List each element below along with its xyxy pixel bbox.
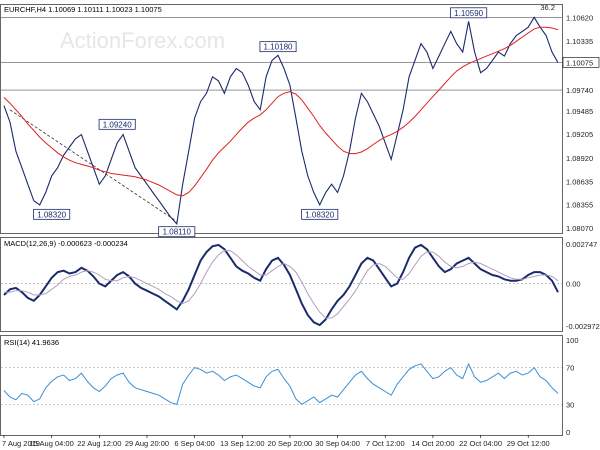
x-tick-label: 29 Aug 20:00 (125, 439, 169, 448)
price-annotation-box (98, 118, 136, 130)
trend-line (9, 109, 177, 222)
x-tick-label: 13 Sep 12:00 (220, 439, 265, 448)
macd-pane-title: MACD(12,26,9) -0.000623 -0.000234 (4, 239, 128, 248)
price-y-tick-label: 1.10075 (566, 58, 593, 67)
macd-y-tick-label: 0.002747 (566, 240, 597, 249)
price-series-layer (3, 16, 559, 226)
macd-pane-frame (0, 237, 563, 332)
watermark: ActionForex.com (60, 28, 225, 53)
rsi-pane-title: RSI(14) 41.9636 (4, 338, 59, 347)
x-tick-label: 22 Aug 12:00 (77, 439, 121, 448)
price-annotation-label: 1.09240 (103, 120, 132, 129)
x-tick-label: 7 Aug 2019 (2, 439, 40, 448)
x-tick-label: 15 Aug 04:00 (30, 439, 74, 448)
y-ticks-layer: 1.10620 1.10335 1.10075 1.09740 1.09485 1.092… (562, 13, 600, 437)
price-y-tick-label: 1.08920 (566, 154, 593, 163)
macd-signal-line (4, 250, 559, 319)
x-tick-label: 6 Sep 04:00 (174, 439, 214, 448)
rsi-line (3, 362, 559, 406)
price-y-tick-label: 1.10335 (566, 37, 593, 46)
x-tick-label: 30 Sep 04:00 (315, 439, 360, 448)
price-y-tick-label: 1.09205 (566, 130, 593, 139)
price-annotation-label: 1.08320 (305, 210, 334, 219)
x-tick-label: 7 Oct 12:00 (366, 439, 405, 448)
price-annotation-box (301, 208, 339, 220)
price-annotation-box (33, 208, 71, 220)
x-tick-label: 29 Oct 12:00 (507, 439, 550, 448)
x-tick-label: 20 Sep 20:00 (268, 439, 313, 448)
moving-average-line (3, 26, 559, 197)
price-annotation-label: 1.08320 (37, 210, 66, 219)
price-y-tick-label: 1.08070 (566, 224, 593, 233)
rsi-y-tick-label: 100 (566, 336, 579, 345)
current-price-tag (562, 57, 600, 68)
macd-line (3, 243, 559, 327)
price-annotation-box (158, 226, 196, 238)
price-y-tick-label: 1.09740 (566, 86, 593, 95)
x-tick-label: 14 Oct 20:00 (411, 439, 454, 448)
price-y-tick-label: 1.10620 (566, 13, 593, 22)
price-annotation-label: 1.10180 (264, 43, 293, 52)
rsi-y-tick-label: 30 (566, 400, 574, 409)
price-pane-title: EURCHF,H4 1.10069 1.10111 1.10023 1.1007… (4, 5, 162, 14)
x-tick-label: 22 Oct 04:00 (459, 439, 502, 448)
price-corner-label: 36.2 (540, 3, 555, 12)
price-annotation-box (259, 41, 297, 53)
macd-y-tick-label: 0.00 (566, 280, 581, 289)
price-annotation-label: 1.10590 (454, 9, 483, 18)
price-y-tick-label: 1.09485 (566, 107, 593, 116)
price-annotation-box (450, 7, 488, 19)
annotations-layer: 1.10180 1.10590 1.09240 1.08320 1.08110 1.083… (33, 7, 488, 238)
rsi-y-tick-label: 70 (566, 364, 574, 373)
rsi-y-tick-label: 0 (566, 428, 570, 437)
rsi-pane-frame (0, 335, 563, 436)
price-annotation-label: 1.08110 (163, 228, 192, 237)
price-y-tick-label: 1.08355 (566, 200, 593, 209)
macd-y-tick-label: -0.002972 (566, 322, 600, 331)
price-y-tick-label: 1.08635 (566, 177, 593, 186)
rsi-series-layer (1, 362, 562, 406)
macd-series-layer (1, 243, 562, 327)
price-series-line (3, 16, 559, 226)
